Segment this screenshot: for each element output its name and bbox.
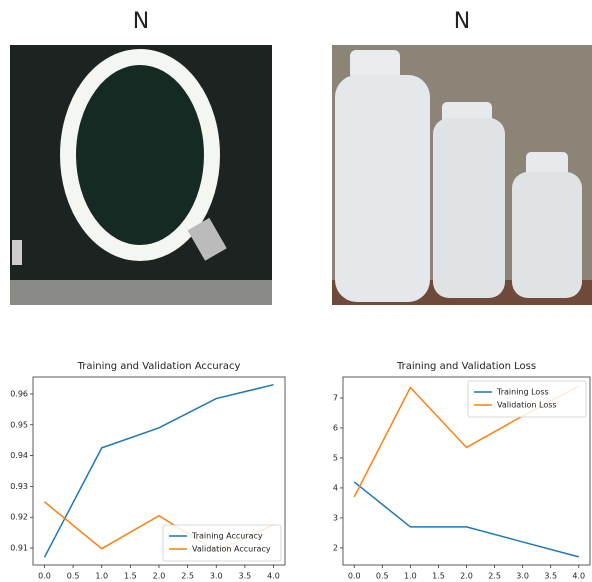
x-tick-label: 0.0	[38, 572, 51, 581]
chart-title: Training and Validation Accuracy	[77, 361, 241, 372]
legend-box	[163, 525, 281, 561]
y-tick-label: 7	[333, 393, 338, 402]
y-tick-label: 2	[333, 543, 338, 552]
x-tick-label: 2.0	[460, 572, 473, 581]
series-line	[354, 482, 579, 557]
y-tick-label: 6	[333, 423, 338, 432]
x-tick-label: 1.0	[404, 572, 417, 581]
x-tick-label: 2.5	[488, 572, 501, 581]
y-tick-label: 3	[333, 513, 338, 522]
y-tick-label: 0.93	[10, 482, 28, 491]
y-tick-label: 5	[333, 453, 338, 462]
x-tick-label: 2.5	[181, 572, 194, 581]
y-tick-label: 0.96	[10, 389, 28, 398]
x-tick-label: 3.5	[239, 572, 252, 581]
x-tick-label: 1.5	[124, 572, 137, 581]
legend-label: Training Loss	[496, 388, 549, 397]
photo-bottles	[332, 45, 592, 305]
legend-label: Training Accuracy	[191, 532, 263, 541]
x-tick-label: 0.5	[67, 572, 80, 581]
x-tick-label: 2.0	[153, 572, 166, 581]
photo-ring-lamp	[10, 45, 272, 305]
x-tick-label: 4.0	[267, 572, 280, 581]
x-tick-label: 1.0	[95, 572, 108, 581]
x-tick-label: 0.5	[376, 572, 389, 581]
chart-title: Training and Validation Loss	[396, 361, 536, 372]
y-tick-label: 0.92	[10, 513, 28, 522]
x-tick-label: 3.0	[516, 572, 529, 581]
charts: Training and Validation Accuracy 0.91 0.92…	[10, 361, 590, 581]
y-tick-label: 0.95	[10, 420, 28, 429]
x-tick-label: 3.0	[210, 572, 223, 581]
y-tick-label: 0.94	[10, 451, 28, 460]
legend-box	[468, 381, 586, 417]
y-tick-label: 0.91	[10, 544, 28, 553]
image-title: N	[454, 9, 470, 34]
x-tick-label: 3.5	[544, 572, 557, 581]
page: N N Training and Validation Accuracy 0.91…	[0, 0, 592, 582]
x-tick-label: 1.5	[432, 572, 445, 581]
legend-label: Validation Accuracy	[192, 545, 271, 554]
legend-label: Validation Loss	[497, 401, 557, 410]
y-tick-label: 4	[333, 483, 338, 492]
x-tick-label: 0.0	[348, 572, 361, 581]
x-tick-label: 4.0	[572, 572, 585, 581]
image-title: N	[133, 9, 149, 34]
